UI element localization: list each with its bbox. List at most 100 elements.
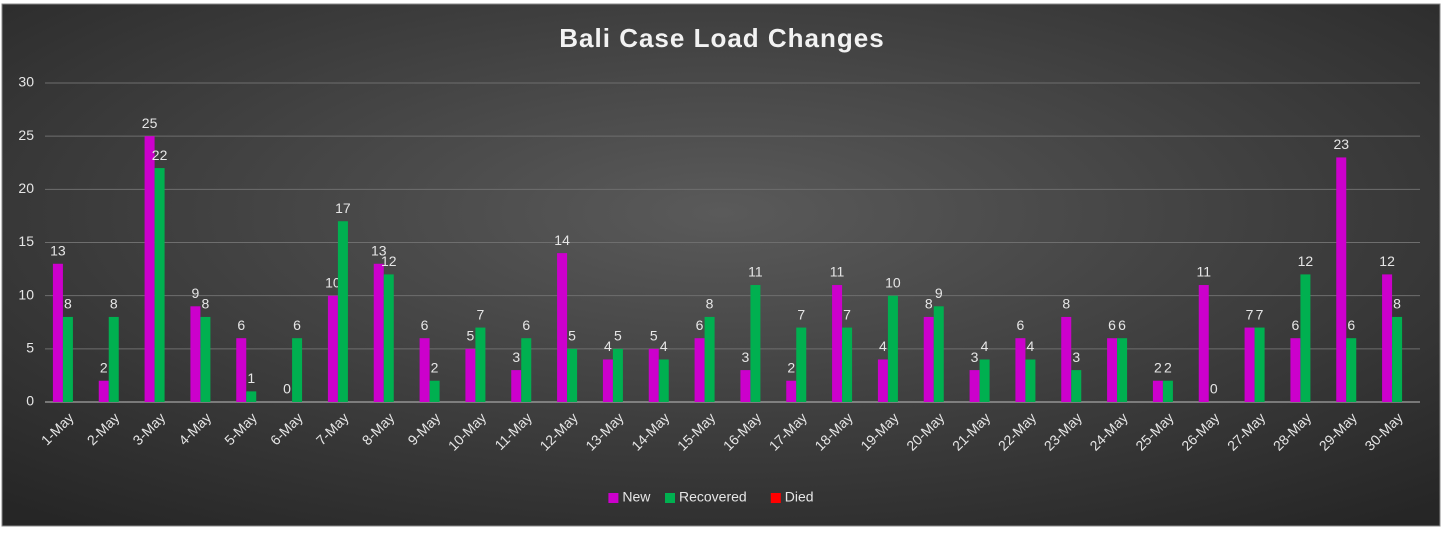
bar [612,348,623,402]
bar [373,263,384,402]
y-tick-label: 30 [18,74,34,90]
bar [567,348,578,402]
bar [292,338,303,402]
bar [154,168,165,402]
data-label: 6 [1017,317,1025,333]
data-label: 0 [283,381,291,397]
bar [465,348,476,402]
bar [511,370,522,402]
data-label: 5 [614,328,622,344]
data-label: 12 [1298,253,1314,269]
data-label: 3 [971,349,979,365]
data-label: 2 [787,359,795,375]
data-label: 6 [1292,317,1300,333]
bar [1382,274,1393,402]
bar [1254,327,1265,402]
chart-title: Bali Case Load Changes [559,23,884,53]
bar [190,306,201,402]
bar [704,316,715,402]
data-label: 6 [1118,317,1126,333]
data-label: 3 [742,349,750,365]
data-label: 3 [512,349,520,365]
bar [1152,380,1163,402]
data-label: 10 [325,274,341,290]
data-label: 2 [1154,359,1162,375]
bar [979,359,990,402]
bar [144,136,155,402]
bar [1025,359,1036,402]
y-tick-label: 0 [26,393,34,409]
data-label: 6 [1347,317,1355,333]
bar [1061,316,1072,402]
bar [694,338,705,402]
data-label: 7 [843,306,851,322]
legend-swatch [770,493,781,503]
y-tick-label: 20 [18,180,34,196]
y-tick-label: 25 [18,127,34,143]
bar [1107,338,1118,402]
bar [327,295,338,402]
bar [246,391,257,402]
bar [1290,338,1301,402]
bar [887,295,898,402]
bar [557,253,568,402]
data-label: 2 [431,359,439,375]
data-label: 4 [981,338,989,354]
bar [923,316,934,402]
data-label: 7 [797,306,805,322]
bar [1015,338,1026,402]
bar [750,285,761,402]
legend-label: New [622,489,651,505]
data-label: 6 [293,317,301,333]
bar [521,338,532,402]
data-label: 4 [879,338,887,354]
data-label: 8 [925,296,933,312]
data-label: 8 [706,296,714,312]
data-label: 6 [421,317,429,333]
data-label: 8 [64,296,72,312]
data-label: 5 [650,328,658,344]
data-label: 6 [237,317,245,333]
y-tick-label: 5 [26,340,34,356]
legend-swatch [608,493,619,503]
data-label: 5 [467,328,475,344]
data-label: 12 [381,253,397,269]
bar [108,316,119,402]
data-label: 7 [1256,306,1264,322]
bar [1244,327,1255,402]
data-label: 25 [142,115,158,131]
legend-label: Died [785,489,814,505]
data-label: 8 [1393,296,1401,312]
data-label: 13 [371,242,387,258]
bar [1162,380,1173,402]
bar [832,285,843,402]
data-label: 2 [100,359,108,375]
bar [429,380,440,402]
data-label: 4 [604,338,612,354]
data-label: 1 [247,370,255,386]
bar [98,380,109,402]
data-label: 5 [568,328,576,344]
bar [648,348,659,402]
data-label: 9 [192,285,200,301]
data-label: 22 [152,147,168,163]
bar [236,338,247,402]
data-label: 6 [522,317,530,333]
data-label: 2 [1164,359,1172,375]
data-label: 7 [477,306,485,322]
data-label: 8 [110,296,118,312]
bar [419,338,430,402]
bar [200,316,211,402]
data-label: 13 [50,242,66,258]
data-label: 6 [696,317,704,333]
bar [1117,338,1128,402]
bar [1071,370,1082,402]
data-label: 14 [554,232,570,248]
bar [475,327,486,402]
bar [796,327,807,402]
y-tick-label: 15 [18,233,34,249]
bar [842,327,853,402]
bar [337,221,348,402]
bar [1300,274,1311,402]
data-label: 11 [830,264,845,280]
